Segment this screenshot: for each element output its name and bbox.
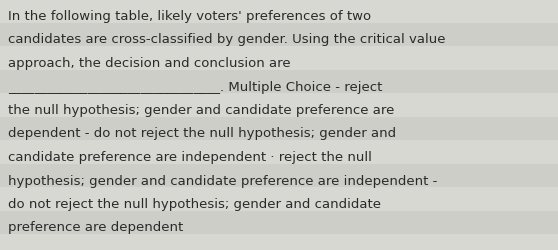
- Text: dependent - do not reject the null hypothesis; gender and: dependent - do not reject the null hypot…: [8, 127, 396, 140]
- Text: candidate preference are independent · reject the null: candidate preference are independent · r…: [8, 150, 372, 163]
- Text: the null hypothesis; gender and candidate preference are: the null hypothesis; gender and candidat…: [8, 104, 395, 117]
- Bar: [0, 70, 558, 94]
- Text: ________________________________. Multiple Choice - reject: ________________________________. Multip…: [8, 80, 382, 93]
- Bar: [0, 0, 558, 24]
- Text: do not reject the null hypothesis; gender and candidate: do not reject the null hypothesis; gende…: [8, 197, 381, 210]
- Text: approach, the decision and conclusion are: approach, the decision and conclusion ar…: [8, 57, 291, 70]
- Bar: [0, 24, 558, 47]
- Bar: [0, 187, 558, 211]
- Text: hypothesis; gender and candidate preference are independent -: hypothesis; gender and candidate prefere…: [8, 174, 437, 187]
- Bar: [0, 164, 558, 187]
- Text: preference are dependent: preference are dependent: [8, 220, 183, 234]
- Bar: [0, 234, 558, 250]
- Bar: [0, 211, 558, 234]
- Bar: [0, 117, 558, 140]
- Bar: [0, 140, 558, 164]
- Text: candidates are cross-classified by gender. Using the critical value: candidates are cross-classified by gende…: [8, 33, 445, 46]
- Bar: [0, 47, 558, 70]
- Bar: [0, 94, 558, 117]
- Text: In the following table, likely voters' preferences of two: In the following table, likely voters' p…: [8, 10, 371, 23]
